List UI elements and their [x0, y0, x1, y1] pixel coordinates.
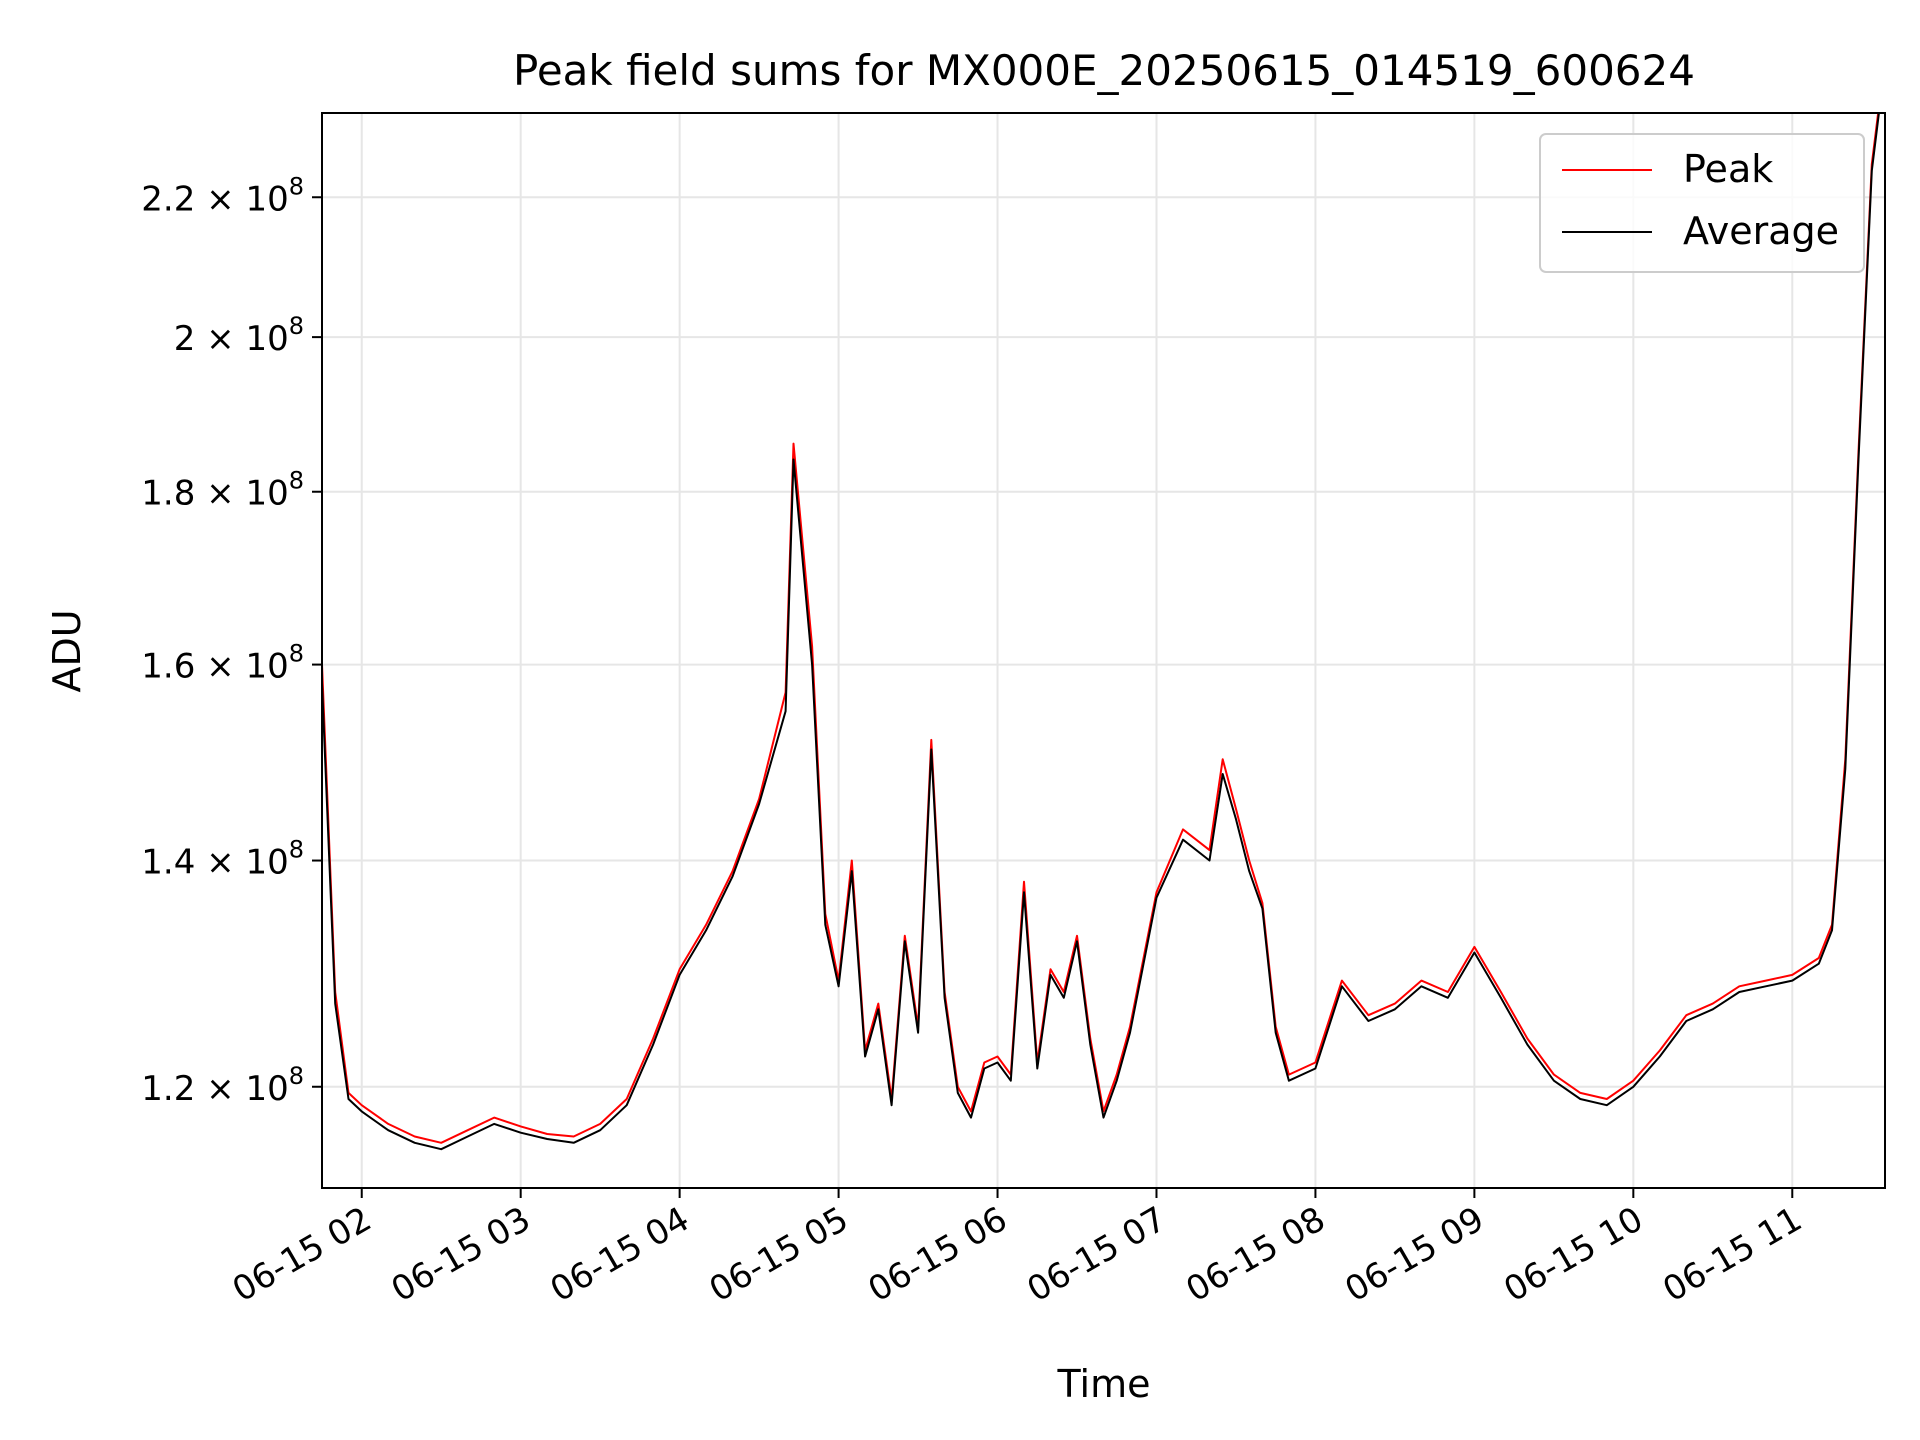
x-axis-label: Time — [1057, 1362, 1151, 1406]
y-tick-label: 1.8 × 108 — [141, 467, 304, 514]
y-tick-mantissa: 1.4 × 10 — [141, 843, 288, 883]
y-tick-exponent: 8 — [289, 312, 304, 340]
legend-label-peak: Peak — [1683, 147, 1773, 191]
y-tick-mantissa: 2 × 10 — [174, 319, 289, 359]
y-tick-label: 2 × 108 — [174, 312, 304, 359]
series-layer — [322, 113, 1880, 1151]
y-tick-label: 1.6 × 108 — [141, 640, 304, 687]
series-line-average — [322, 113, 1880, 1151]
y-tick-mantissa: 2.2 × 10 — [141, 179, 288, 219]
y-tick-label: 1.2 × 108 — [141, 1062, 304, 1109]
grid — [322, 113, 1885, 1188]
y-tick-exponent: 8 — [289, 1062, 304, 1090]
series-line-peak — [322, 113, 1880, 1144]
legend-label-average: Average — [1683, 209, 1839, 253]
y-axis-label: ADU — [45, 609, 89, 692]
y-tick-exponent: 8 — [289, 640, 304, 668]
y-tick-mantissa: 1.6 × 10 — [141, 647, 288, 687]
y-tick-mantissa: 1.2 × 10 — [141, 1069, 288, 1109]
y-tick-exponent: 8 — [289, 836, 304, 864]
chart-title: Peak field sums for MX000E_20250615_0145… — [513, 46, 1695, 95]
y-tick-exponent: 8 — [289, 467, 304, 495]
plot-frame — [321, 112, 1886, 1189]
y-tick-mantissa: 1.8 × 10 — [141, 474, 288, 514]
y-tick-label: 1.4 × 108 — [141, 836, 304, 883]
y-tick-label: 2.2 × 108 — [141, 172, 304, 219]
legend-box — [1539, 133, 1865, 273]
legend: Peak Average — [1539, 133, 1865, 273]
y-tick-exponent: 8 — [289, 172, 304, 200]
